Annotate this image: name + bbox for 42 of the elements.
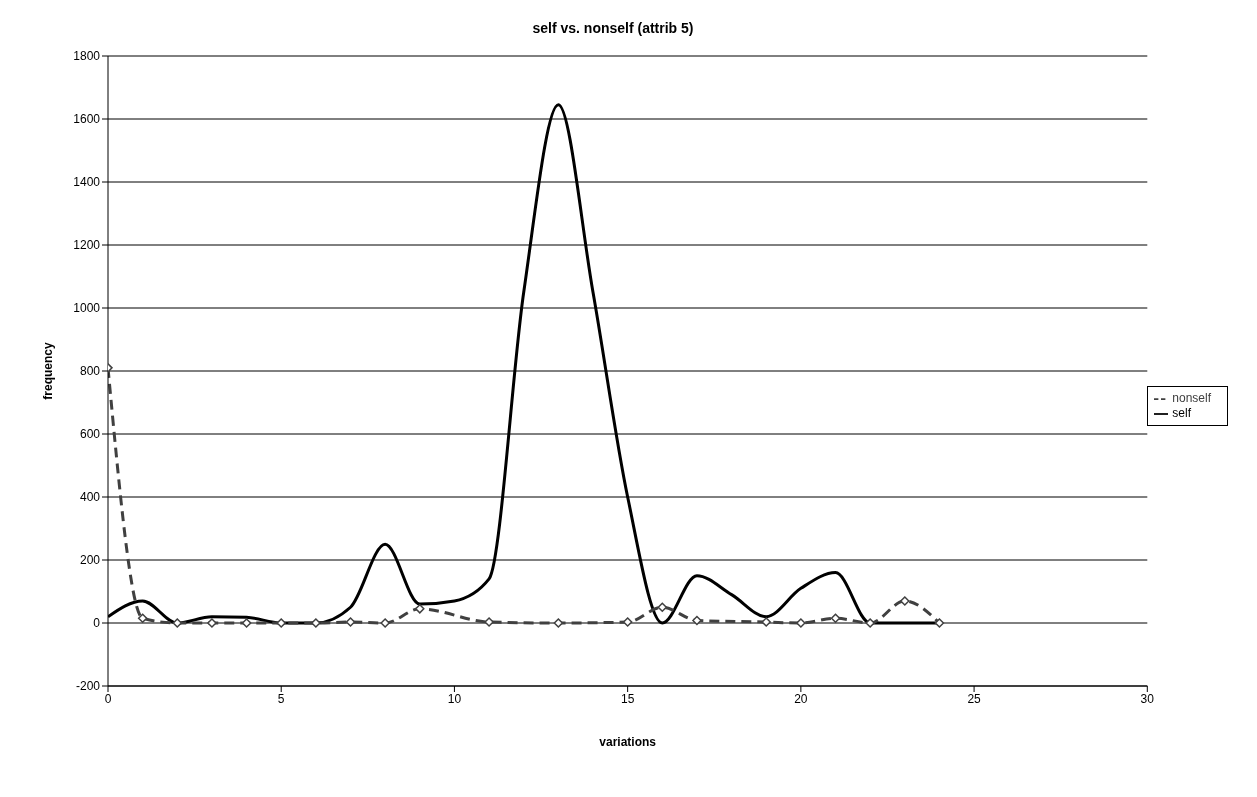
y-tick-label: 1200	[73, 238, 101, 253]
point	[311, 618, 321, 628]
x-tick-label: 10	[447, 691, 462, 706]
y-tick-label: 600	[79, 427, 101, 442]
y-tick-label: 200	[79, 553, 101, 568]
y-tick-label: 1400	[73, 175, 101, 190]
point	[137, 613, 148, 624]
point	[484, 617, 494, 627]
point	[900, 596, 910, 606]
point	[761, 617, 771, 627]
point	[241, 618, 252, 628]
y-tick-label: 400	[79, 490, 101, 505]
point	[830, 613, 841, 624]
point	[622, 617, 633, 627]
point	[207, 618, 217, 628]
point	[380, 618, 390, 628]
y-axis-title: frequency	[41, 342, 56, 400]
y-tick-label: 1000	[73, 301, 101, 316]
legend-label: self	[1172, 406, 1191, 420]
x-tick-label: 25	[967, 691, 982, 706]
point	[657, 602, 668, 612]
x-tick-label: 5	[277, 691, 285, 706]
x-tick-label: 30	[1140, 691, 1155, 706]
x-tick-label: 15	[620, 691, 635, 706]
x-tick-label: 20	[794, 691, 808, 706]
legend-label: nonself	[1172, 391, 1211, 406]
y-tick-label: 1600	[73, 112, 101, 127]
x-tick-label: 0	[104, 691, 112, 706]
y-tick-label: 0	[93, 616, 101, 631]
chart-title: self vs. nonself (attrib 5)	[531, 20, 695, 36]
y-tick-label: 800	[79, 364, 101, 379]
point	[276, 618, 286, 628]
point	[796, 618, 806, 628]
point	[345, 617, 356, 627]
point	[553, 618, 564, 628]
point	[865, 618, 875, 628]
y-tick-label: -200	[75, 679, 101, 694]
x-axis-title: variations	[599, 735, 657, 749]
point	[692, 615, 702, 626]
point	[415, 604, 425, 614]
point	[934, 618, 945, 628]
y-tick-label: 1800	[73, 49, 101, 64]
